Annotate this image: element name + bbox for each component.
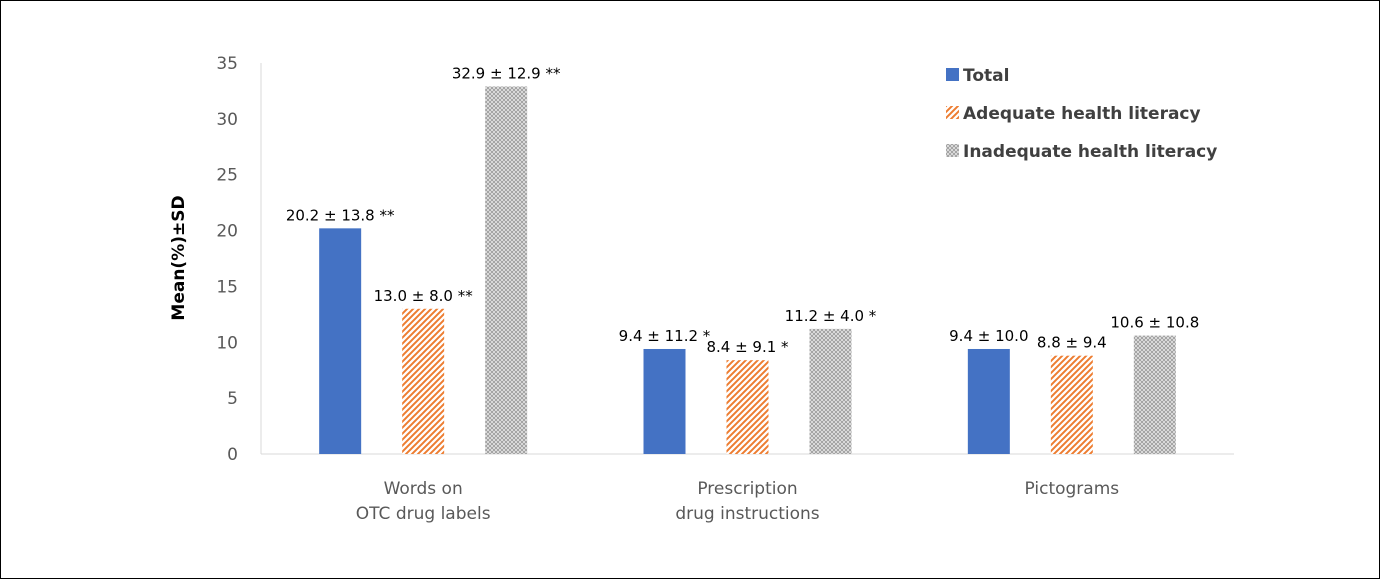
category-label: Pictograms bbox=[1025, 479, 1120, 499]
bar-adequate-health-literacy bbox=[726, 360, 769, 454]
bar-total bbox=[643, 348, 686, 454]
bar-data-label: 8.8 ± 9.4 bbox=[1037, 334, 1107, 352]
legend-swatch bbox=[946, 144, 959, 157]
bar-data-label: 10.6 ± 10.8 bbox=[1110, 314, 1199, 332]
bar-data-label: 32.9 ± 12.9 ** bbox=[452, 64, 561, 82]
category-label: Prescription bbox=[697, 479, 797, 499]
bar-data-label: 11.2 ± 4.0 * bbox=[785, 307, 877, 325]
legend: Total Adequate health literacy Inadequate … bbox=[946, 66, 1217, 162]
bar-data-label: 20.2 ± 13.8 ** bbox=[286, 206, 395, 224]
legend-entry-label: Adequate health literacy bbox=[963, 104, 1201, 124]
legend-swatch bbox=[946, 68, 959, 81]
bar-data-label: 8.4 ± 9.1 * bbox=[706, 338, 789, 356]
bar-inadequate-health-literacy bbox=[809, 328, 852, 454]
y-axis-ticks: 0 5 10 15 20 25 30 35 bbox=[216, 54, 238, 465]
y-tick-label: 20 bbox=[216, 222, 238, 242]
bar-adequate-health-literacy bbox=[1050, 355, 1093, 454]
y-tick-label: 30 bbox=[216, 110, 238, 130]
bar-adequate-health-literacy bbox=[402, 308, 445, 454]
y-tick-label: 35 bbox=[216, 54, 238, 74]
y-tick-label: 25 bbox=[216, 166, 238, 186]
bar-data-label: 9.4 ± 10.0 bbox=[949, 327, 1028, 345]
bar-data-label: 13.0 ± 8.0 ** bbox=[374, 287, 474, 305]
y-axis-label: Mean(%)±SD bbox=[169, 195, 189, 320]
category-label: drug instructions bbox=[675, 504, 819, 524]
data-labels-group: 20.2 ± 13.8 ** 13.0 ± 8.0 ** 32.9 ± 12.9 *… bbox=[286, 64, 1199, 356]
bar-data-label: 9.4 ± 11.2 * bbox=[619, 327, 711, 345]
y-tick-label: 10 bbox=[216, 333, 238, 353]
bar-inadequate-health-literacy bbox=[1133, 335, 1176, 454]
bar-total bbox=[319, 228, 362, 454]
category-label: OTC drug labels bbox=[356, 504, 491, 524]
legend-entry-label: Inadequate health literacy bbox=[963, 142, 1217, 162]
bars-group bbox=[319, 86, 1176, 455]
y-tick-label: 5 bbox=[227, 389, 238, 409]
bar-total bbox=[967, 348, 1010, 454]
category-labels-group: Words on OTC drug labels Prescription drug … bbox=[356, 479, 1120, 524]
legend-swatch bbox=[946, 106, 959, 119]
y-tick-label: 15 bbox=[216, 277, 238, 297]
legend-entry-label: Total bbox=[963, 66, 1009, 86]
y-tick-label: 0 bbox=[227, 445, 238, 465]
bar-inadequate-health-literacy bbox=[485, 86, 528, 455]
category-label: Words on bbox=[384, 479, 463, 499]
